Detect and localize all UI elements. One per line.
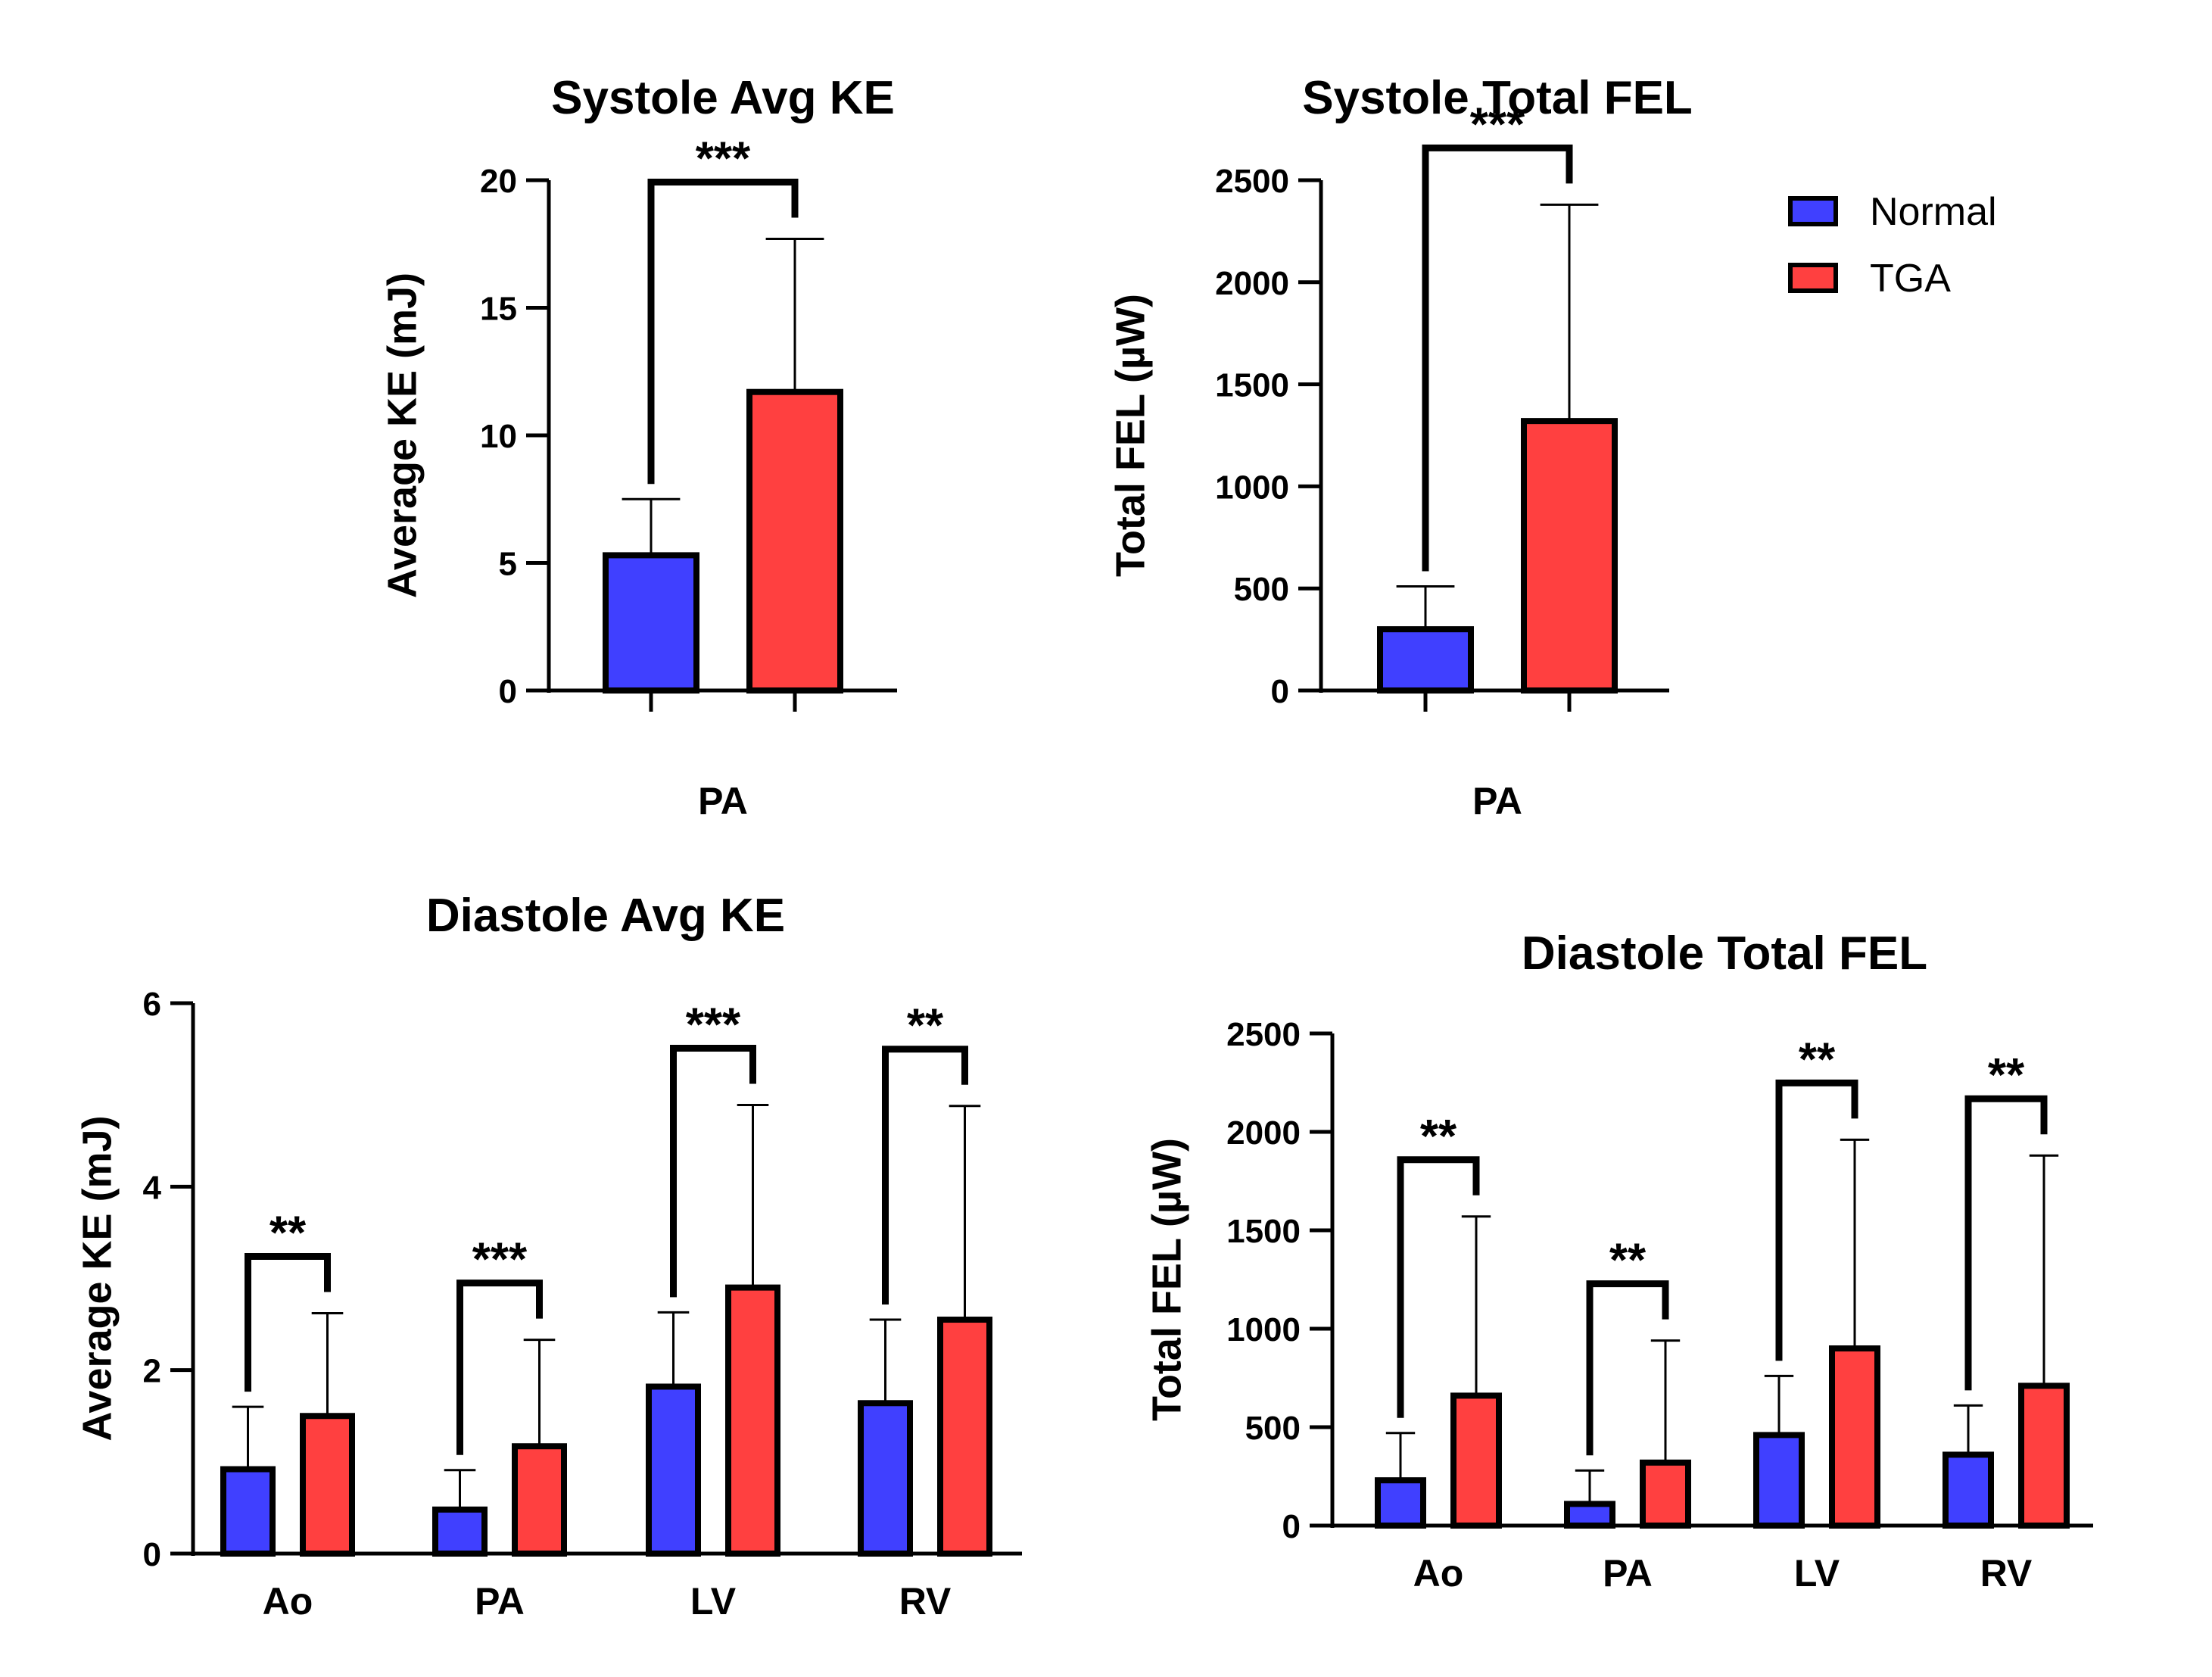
legend-swatch-normal	[1788, 196, 1838, 226]
significance-bracket	[670, 1044, 756, 1298]
bar-tga	[1521, 418, 1618, 694]
bar-normal	[646, 1383, 701, 1557]
bar-normal	[1564, 1501, 1615, 1529]
x-tick-label: LV	[690, 1580, 737, 1622]
significance-label: **	[1988, 1049, 2025, 1102]
x-axis-label: PA	[1472, 780, 1522, 822]
bar-tga	[1829, 1345, 1880, 1529]
x-tick-label: PA	[1603, 1552, 1653, 1594]
significance-label: **	[1799, 1033, 1836, 1086]
legend-label: Normal	[1870, 190, 1997, 234]
y-axis-label: Total FEL (µW)	[1144, 1138, 1189, 1421]
y-tick-label: 2500	[1226, 1016, 1301, 1053]
bar-normal	[1943, 1451, 1994, 1529]
significance-bracket	[1397, 1156, 1480, 1418]
chart-panel-0: Systole Avg KE Average KE (mJ) 0 5 10 15 20 ***…	[379, 72, 897, 822]
legend-label: TGA	[1870, 257, 1951, 301]
y-axis-label: Average KE (mJ)	[379, 273, 425, 598]
y-tick-label: 1000	[1226, 1311, 1301, 1348]
y-tick-label: 2	[143, 1353, 161, 1390]
significance-label: **	[1609, 1235, 1647, 1287]
y-tick-label: 0	[1271, 673, 1289, 710]
significance-bracket	[456, 1280, 543, 1455]
chart-panel-3: Diastole Total FEL Total FEL (µW) 0 500 1000…	[1144, 927, 2093, 1594]
x-tick-label: PA	[475, 1580, 525, 1622]
x-tick-label: Ao	[1413, 1552, 1464, 1594]
y-tick-label: 500	[1245, 1410, 1301, 1447]
bar-normal	[603, 552, 699, 694]
significance-label: ***	[696, 133, 751, 185]
bar-tga	[300, 1413, 355, 1557]
significance-label: **	[269, 1208, 307, 1260]
y-tick-label: 0	[143, 1536, 161, 1573]
significance-label: ***	[686, 999, 741, 1051]
chart-title: Diastole Total FEL	[1522, 927, 1927, 980]
bar-tga	[746, 388, 843, 694]
significance-label: **	[1420, 1111, 1457, 1163]
y-tick-label: 0	[499, 673, 517, 710]
y-tick-label: 1500	[1215, 367, 1289, 404]
y-tick-label: 5	[499, 546, 517, 583]
bar-tga	[512, 1443, 567, 1557]
significance-label: ***	[472, 1234, 528, 1286]
y-tick-label: 500	[1234, 571, 1289, 608]
y-tick-label: 15	[480, 291, 517, 328]
significance-bracket	[245, 1253, 331, 1392]
bar-tga	[2018, 1382, 2070, 1529]
bar-normal	[858, 1400, 913, 1557]
x-tick-label: LV	[1794, 1552, 1840, 1594]
x-axis-label: PA	[698, 780, 748, 822]
bar-normal	[220, 1466, 276, 1557]
significance-label: **	[907, 1000, 944, 1052]
significance-bracket	[1964, 1095, 2048, 1391]
chart-title: Systole Total FEL	[1302, 72, 1693, 124]
significance-label: ***	[1470, 98, 1525, 151]
legend: Normal TGA	[1788, 190, 1997, 301]
chart-panel-1: Systole Total FEL Total FEL (µW) 0 500 1000 1…	[1108, 72, 1693, 822]
bar-normal	[1377, 626, 1474, 694]
significance-bracket	[1586, 1280, 1669, 1456]
chart-panel-2: Diastole Avg KE Average KE (mJ) 0 2 4 6 ** Ao **…	[74, 890, 1022, 1622]
y-tick-label: 1000	[1215, 469, 1289, 506]
bar-tga	[1450, 1392, 1502, 1529]
y-tick-label: 2000	[1215, 265, 1289, 302]
y-tick-label: 6	[143, 986, 161, 1023]
bar-tga	[1640, 1459, 1691, 1529]
significance-bracket	[1775, 1079, 1858, 1361]
y-tick-label: 0	[1282, 1508, 1301, 1545]
y-tick-label: 10	[480, 418, 517, 455]
y-tick-label: 20	[480, 163, 517, 200]
bar-normal	[432, 1506, 488, 1557]
x-tick-label: Ao	[263, 1580, 313, 1622]
bar-normal	[1375, 1477, 1426, 1529]
x-tick-label: RV	[1980, 1552, 2033, 1594]
y-tick-label: 4	[143, 1169, 162, 1206]
significance-bracket	[882, 1046, 968, 1305]
x-tick-label: RV	[899, 1580, 952, 1622]
chart-title: Diastole Avg KE	[426, 890, 785, 942]
significance-bracket	[647, 179, 799, 485]
legend-swatch-tga	[1788, 263, 1838, 293]
significance-bracket	[1422, 144, 1573, 572]
bar-tga	[725, 1284, 780, 1557]
bar-normal	[1753, 1432, 1805, 1529]
bar-tga	[937, 1317, 992, 1557]
y-tick-label: 1500	[1226, 1213, 1301, 1250]
y-tick-label: 2500	[1215, 163, 1289, 200]
y-axis-label: Average KE (mJ)	[74, 1115, 120, 1441]
chart-title: Systole Avg KE	[551, 72, 895, 124]
y-tick-label: 2000	[1226, 1114, 1301, 1152]
y-axis-label: Total FEL (µW)	[1108, 294, 1153, 577]
